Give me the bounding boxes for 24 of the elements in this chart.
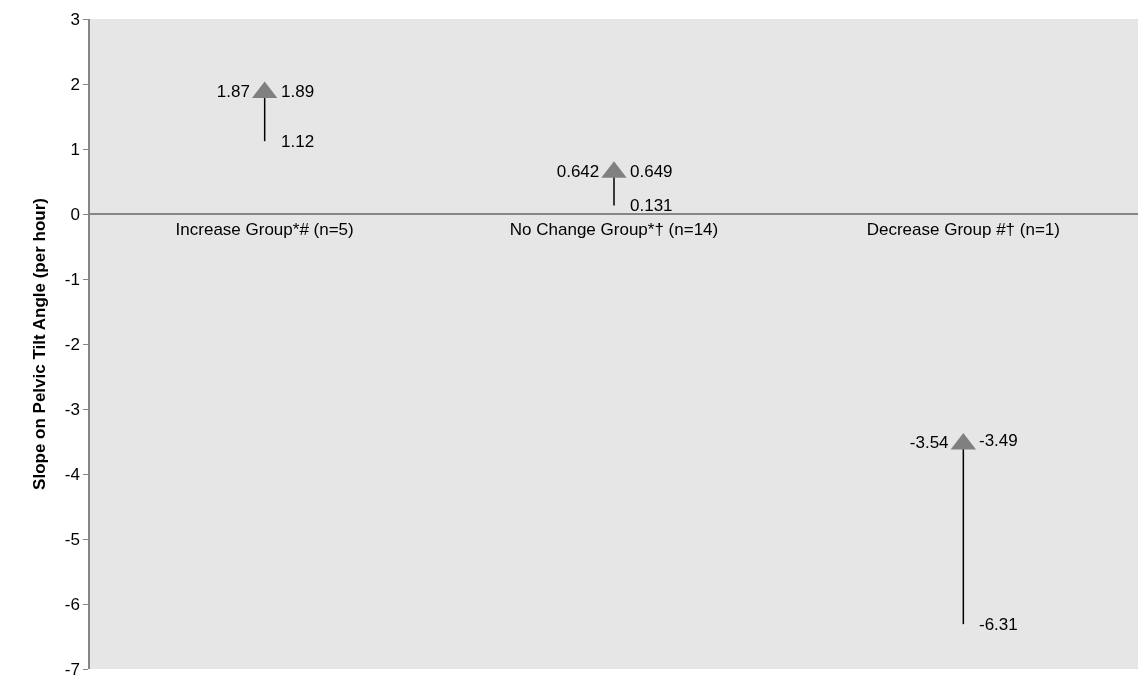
x-tick-label: No Change Group*† (n=14): [509, 220, 719, 240]
x-tick-label: Decrease Group #† (n=1): [866, 220, 1060, 240]
annotation: 1.89: [281, 82, 315, 101]
annotation: 0.649: [630, 162, 673, 181]
data-label: 1.87: [216, 81, 250, 101]
y-tick-label: -5: [64, 529, 80, 549]
annotation: -3.49: [979, 431, 1018, 450]
y-axis-title: Slope on Pelvic Tilt Angle (per hour): [29, 198, 49, 490]
y-tick-label: -7: [64, 659, 80, 679]
y-tick-label: -2: [64, 334, 80, 354]
y-tick-label: -1: [64, 269, 80, 289]
y-tick-label: 2: [70, 74, 80, 94]
y-tick-label: 3: [70, 9, 80, 29]
y-tick-label: -3: [64, 399, 80, 419]
y-tick-label: -4: [64, 464, 80, 484]
annotation: -6.31: [979, 615, 1018, 634]
x-tick-label: Increase Group*# (n=5): [175, 220, 354, 240]
y-tick-label: 1: [70, 139, 80, 159]
y-tick-label: 0: [70, 204, 80, 224]
y-tick-label: -6: [64, 594, 80, 614]
annotation: 0.131: [630, 196, 673, 215]
data-label: -3.54: [909, 433, 949, 453]
annotation: 1.12: [281, 132, 315, 151]
data-label: 0.642: [556, 161, 600, 181]
